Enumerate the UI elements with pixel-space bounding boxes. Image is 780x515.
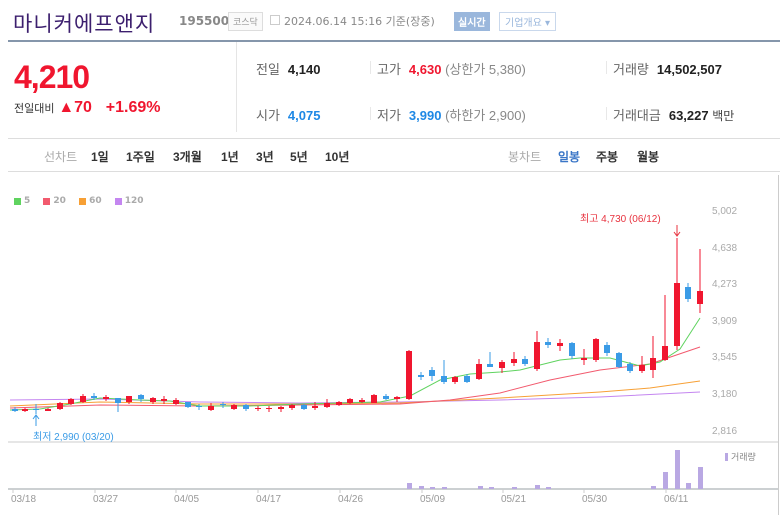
x-tick: 04/05 bbox=[174, 494, 200, 505]
x-tick: 05/21 bbox=[501, 494, 527, 505]
y-tick: 4,273 bbox=[712, 279, 738, 290]
volume-legend: 거래량 bbox=[725, 450, 756, 463]
volume: 거래량 14,502,507 bbox=[613, 62, 722, 77]
up-arrow-icon: ▲ bbox=[58, 99, 75, 116]
market-badge: 코스닥 bbox=[228, 12, 263, 31]
y-tick: 3,180 bbox=[712, 389, 738, 400]
tab-weekly[interactable]: 주봉 bbox=[596, 150, 619, 164]
chart-tabs: 선차트 1일 1주일 3개월 1년 3년 5년 10년 봉차트 일봉 주봉 월봉 bbox=[8, 138, 780, 172]
divider bbox=[8, 40, 780, 42]
stock-name[interactable]: 마니커에프앤지 bbox=[13, 12, 156, 36]
y-tick: 3,545 bbox=[712, 352, 738, 363]
y-tick: 5,002 bbox=[712, 206, 738, 217]
tab-1w[interactable]: 1주일 bbox=[126, 150, 155, 164]
realtime-button[interactable]: 실시간 bbox=[454, 12, 490, 31]
change-row: 전일대비 ▲70 +1.69% bbox=[14, 99, 161, 117]
tab-line-chart[interactable]: 선차트 bbox=[44, 150, 78, 164]
prev-close: 전일 4,140 bbox=[256, 62, 321, 77]
y-tick: 2,816 bbox=[712, 426, 738, 437]
calendar-icon bbox=[270, 15, 280, 25]
tab-daily[interactable]: 일봉 bbox=[558, 150, 581, 164]
divider bbox=[236, 42, 237, 132]
x-tick: 03/18 bbox=[11, 494, 37, 505]
x-tick: 05/30 bbox=[582, 494, 608, 505]
low-price: 저가 3,990 (하한가 2,900) bbox=[377, 108, 526, 123]
change-label: 전일대비 bbox=[14, 102, 55, 115]
x-tick: 06/11 bbox=[664, 494, 689, 505]
change-abs: 70 bbox=[74, 99, 92, 116]
divider bbox=[370, 61, 371, 74]
tab-monthly[interactable]: 월봉 bbox=[637, 150, 660, 164]
tab-1d[interactable]: 1일 bbox=[91, 150, 109, 164]
legend-ma120: 120 bbox=[114, 196, 144, 206]
header: 마니커에프앤지 195500 코스닥 2024.06.14 15:16 기준(장… bbox=[0, 0, 780, 40]
legend-ma5: 5 bbox=[14, 196, 30, 206]
low-annotation: 최저 2,990 (03/20) bbox=[33, 432, 114, 443]
tab-1y[interactable]: 1년 bbox=[221, 150, 239, 164]
tab-10y[interactable]: 10년 bbox=[325, 150, 350, 164]
tab-candle-chart[interactable]: 봉차트 bbox=[508, 150, 542, 164]
high-price: 고가 4,630 (상한가 5,380) bbox=[377, 62, 526, 77]
change-pct: +1.69% bbox=[105, 99, 161, 116]
divider bbox=[370, 107, 371, 120]
price-summary: 4,210 전일대비 ▲70 +1.69% 전일 4,140 시가 4,075 고가… bbox=[8, 42, 780, 132]
current-price: 4,210 bbox=[14, 59, 90, 95]
trade-value: 거래대금 63,227 백만 bbox=[613, 108, 735, 123]
x-tick: 03/27 bbox=[93, 494, 119, 505]
datetime: 2024.06.14 15:16 기준(장중) bbox=[284, 15, 435, 28]
ma-legend: 5 20 60 120 bbox=[14, 196, 154, 208]
open-price: 시가 4,075 bbox=[256, 108, 321, 123]
divider bbox=[606, 61, 607, 74]
tab-5y[interactable]: 5년 bbox=[290, 150, 308, 164]
tab-3m[interactable]: 3개월 bbox=[173, 150, 202, 164]
legend-ma20: 20 bbox=[43, 196, 66, 206]
y-tick: 4,638 bbox=[712, 243, 738, 254]
legend-ma60: 60 bbox=[79, 196, 102, 206]
stock-code: 195500 bbox=[179, 14, 230, 28]
company-info-dropdown[interactable]: 기업개요 ▾ bbox=[499, 12, 556, 31]
tab-3y[interactable]: 3년 bbox=[256, 150, 274, 164]
x-tick: 04/26 bbox=[338, 494, 364, 505]
x-tick: 05/09 bbox=[420, 494, 446, 505]
y-tick: 3,909 bbox=[712, 316, 738, 327]
x-tick: 04/17 bbox=[256, 494, 282, 505]
high-annotation: 최고 4,730 (06/12) bbox=[580, 214, 661, 225]
divider bbox=[606, 107, 607, 120]
divider bbox=[778, 175, 779, 515]
